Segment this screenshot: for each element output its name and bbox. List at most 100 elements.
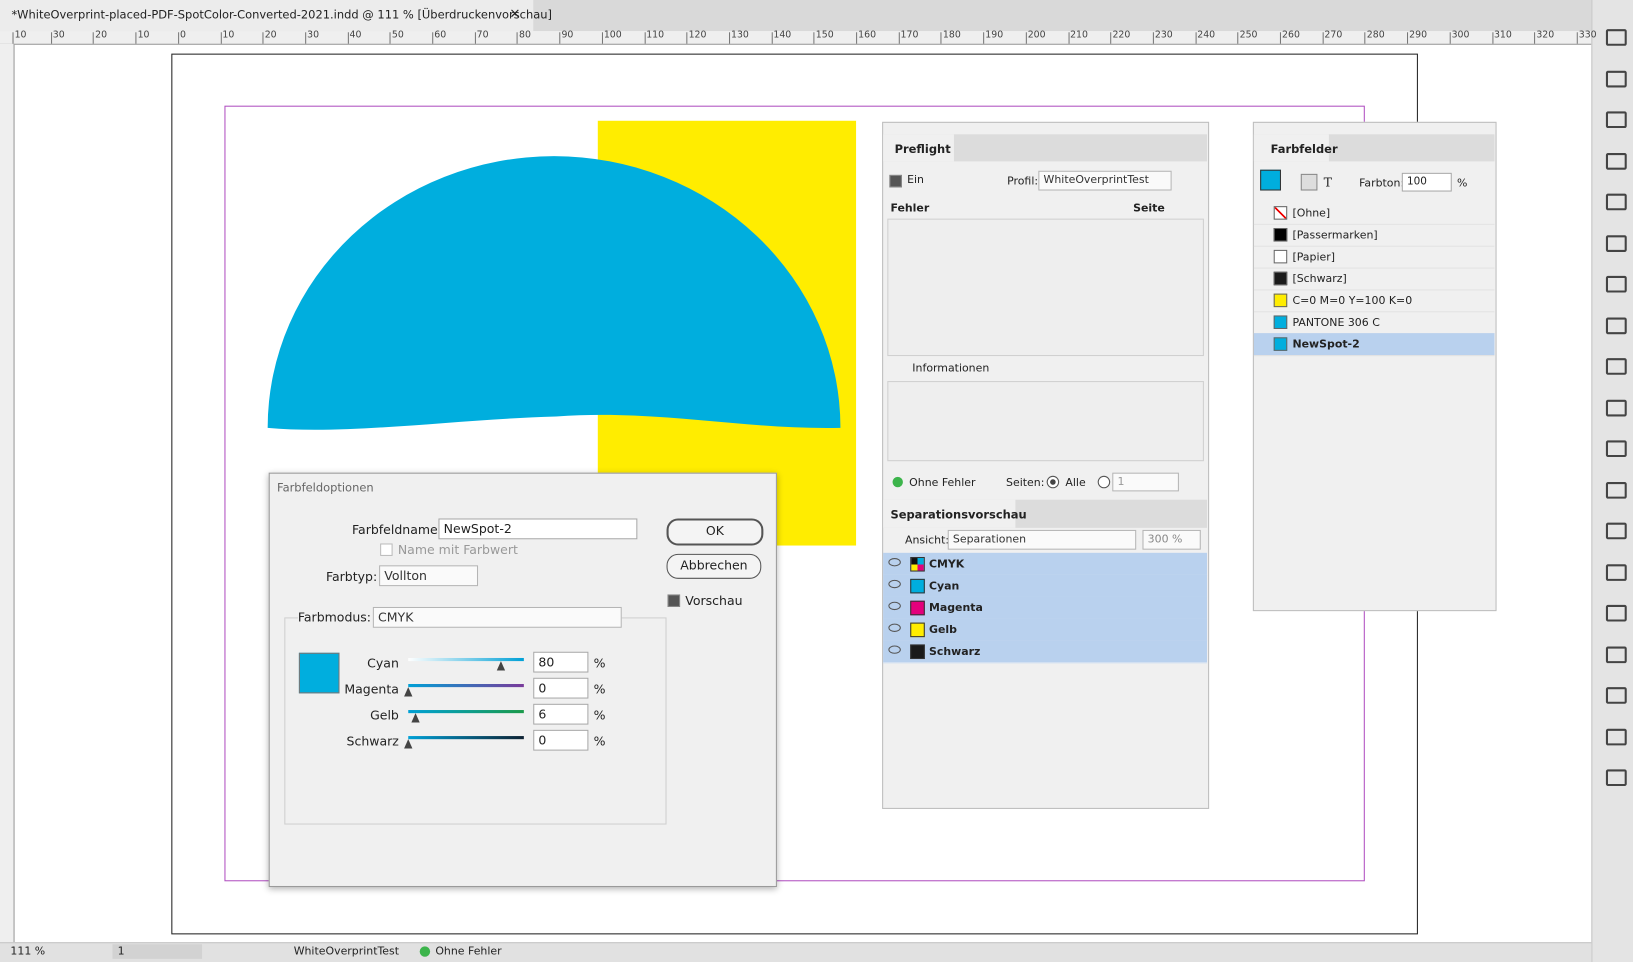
ruler-tick — [856, 32, 858, 44]
tool-icon[interactable] — [1605, 687, 1627, 704]
preview-checkbox[interactable] — [667, 594, 681, 607]
swatch-chip — [1273, 206, 1288, 220]
eye-icon[interactable] — [888, 601, 901, 611]
ruler-tick — [1322, 32, 1324, 44]
view-select[interactable]: Separationen — [947, 529, 1137, 550]
ruler-label: 130 — [730, 30, 749, 41]
swatch-row[interactable] — [1253, 289, 1495, 313]
radio[interactable] — [1097, 475, 1111, 489]
tool-icon[interactable] — [1605, 70, 1627, 87]
slider-input[interactable]: 0 — [533, 677, 589, 699]
slider-track[interactable] — [408, 657, 524, 662]
tool-icon[interactable] — [1605, 275, 1627, 293]
swatch-row[interactable] — [1253, 224, 1495, 247]
swatch-chip — [1273, 315, 1288, 329]
slider-input[interactable]: 0 — [533, 729, 589, 751]
eye-icon[interactable] — [888, 579, 901, 589]
eye-icon[interactable] — [888, 558, 901, 567]
container-button[interactable] — [1300, 173, 1318, 191]
ok-button[interactable]: OK — [666, 518, 764, 546]
ruler-label: 150 — [815, 30, 834, 41]
tool-icon[interactable] — [1605, 769, 1627, 787]
page-select[interactable]: 1 — [1112, 472, 1179, 492]
tool-icon[interactable] — [1605, 399, 1627, 416]
ruler-tick — [1576, 32, 1578, 44]
separation-row[interactable] — [883, 640, 1208, 664]
ruler-tick — [983, 32, 985, 44]
tool-icon[interactable] — [1605, 317, 1627, 334]
slider-input[interactable]: 80 — [533, 651, 589, 673]
zoom-select[interactable]: 300 % — [1142, 529, 1201, 550]
ruler-label: 210 — [1070, 30, 1088, 41]
slider-thumb[interactable] — [411, 713, 420, 723]
tool-icon[interactable] — [1605, 193, 1627, 211]
tool-icon[interactable] — [1605, 234, 1627, 252]
label: Farbton: — [1359, 176, 1405, 190]
preflight-profile[interactable]: WhiteOverprintTest — [293, 945, 400, 958]
tool-icon[interactable] — [1605, 358, 1627, 375]
slider-thumb[interactable] — [404, 687, 413, 697]
slider-track[interactable] — [408, 710, 524, 714]
panel-tab[interactable] — [883, 134, 954, 162]
tool-icon[interactable] — [1605, 604, 1627, 622]
swatch-chip — [1273, 293, 1288, 308]
preflight-status[interactable]: Ohne Fehler — [435, 945, 502, 958]
swatch-row[interactable] — [1253, 246, 1495, 269]
color-mode-select[interactable]: CMYK — [372, 606, 622, 628]
tool-icon[interactable] — [1605, 29, 1627, 46]
swatch-row[interactable] — [1253, 268, 1495, 291]
slider-thumb[interactable] — [404, 739, 413, 749]
panel-title: Farbfelder — [1270, 142, 1338, 157]
ruler-tick — [305, 32, 307, 44]
checkbox[interactable] — [380, 543, 393, 556]
tab-title: *WhiteOverprint-placed-PDF-SpotColor-Con… — [11, 8, 552, 22]
slider-track[interactable] — [408, 684, 524, 688]
section-header[interactable]: Informationen — [912, 362, 990, 375]
ruler-label: 230 — [1154, 30, 1173, 41]
tool-icon[interactable] — [1605, 440, 1627, 458]
swatch-row[interactable] — [1253, 333, 1495, 357]
label: Farbfeldname: — [352, 522, 442, 538]
swatch-name-input[interactable]: NewSpot-2 — [438, 518, 638, 540]
document-tab[interactable] — [0, 0, 534, 32]
profile-select[interactable]: WhiteOverprintTest — [1038, 170, 1172, 191]
tool-icon[interactable] — [1605, 563, 1627, 581]
ruler-label: 310 — [1493, 30, 1512, 41]
ruler-label: 320 — [1536, 30, 1555, 41]
ruler-tick — [474, 32, 476, 44]
right-toolbar — [1591, 0, 1633, 962]
blue-shape[interactable] — [267, 156, 841, 430]
tint-input[interactable]: 100 — [1401, 172, 1452, 192]
zoom-level[interactable]: 111 % — [10, 945, 46, 958]
status-bar — [0, 942, 1592, 962]
checkbox[interactable] — [889, 174, 902, 188]
eye-icon[interactable] — [888, 623, 901, 632]
separation-swatch — [910, 578, 925, 594]
ruler-tick — [728, 32, 730, 44]
color-type-select[interactable]: Vollton — [379, 565, 479, 587]
cancel-button[interactable]: Abbrechen — [666, 553, 762, 579]
tool-icon[interactable] — [1605, 646, 1627, 663]
text-button[interactable]: T — [1323, 174, 1333, 190]
swatch-name: [Schwarz] — [1292, 272, 1347, 286]
page-field[interactable] — [112, 944, 203, 959]
tool-icon[interactable] — [1605, 481, 1627, 499]
eye-icon[interactable] — [888, 645, 901, 654]
panel-tab[interactable] — [1253, 134, 1329, 162]
ruler-tick — [1449, 32, 1451, 44]
tab-close[interactable]: × — [509, 6, 521, 22]
swatch-row[interactable] — [1253, 202, 1495, 225]
slider-thumb[interactable] — [496, 661, 505, 671]
tool-icon[interactable] — [1605, 728, 1627, 745]
slider-input[interactable]: 6 — [533, 703, 589, 725]
ruler-tick — [559, 32, 561, 44]
radio[interactable] — [1046, 475, 1060, 489]
swatch-name: [Ohne] — [1292, 207, 1331, 220]
ruler-label: 80 — [519, 30, 531, 41]
fill-swatch[interactable] — [1260, 169, 1281, 191]
tool-icon[interactable] — [1605, 111, 1627, 129]
tool-icon[interactable] — [1605, 522, 1627, 540]
tool-icon[interactable] — [1605, 152, 1627, 170]
slider-track[interactable] — [408, 736, 524, 740]
panel-tab[interactable] — [883, 499, 1016, 528]
